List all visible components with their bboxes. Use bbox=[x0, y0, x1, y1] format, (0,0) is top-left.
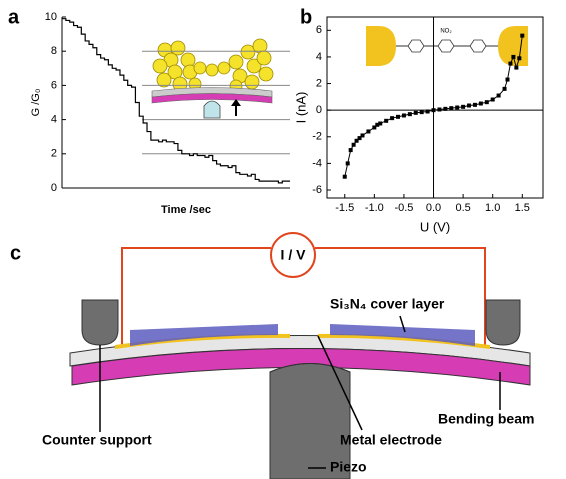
x-tick-label: 0.5 bbox=[455, 202, 470, 214]
data-point bbox=[361, 133, 365, 137]
x-tick-label: -0.5 bbox=[394, 202, 413, 214]
data-point bbox=[378, 121, 382, 125]
data-point bbox=[343, 175, 347, 179]
meter-label: I / V bbox=[281, 247, 307, 263]
x-tick-label: -1.0 bbox=[365, 202, 384, 214]
data-point bbox=[497, 94, 501, 98]
y-tick-label: 2 bbox=[316, 77, 322, 89]
inset-annotation: NO₂ bbox=[440, 29, 452, 35]
panel-label: c bbox=[10, 242, 21, 264]
x-tick-label: 1.5 bbox=[515, 202, 530, 214]
data-point bbox=[485, 100, 489, 104]
data-point bbox=[384, 119, 388, 123]
data-point bbox=[349, 148, 353, 152]
data-point bbox=[514, 66, 518, 70]
data-point bbox=[366, 129, 370, 133]
data-point bbox=[473, 103, 477, 107]
data-point bbox=[426, 109, 430, 113]
counter-support-label: Counter support bbox=[42, 432, 152, 448]
data-point bbox=[408, 112, 412, 116]
y-tick-label: 4 bbox=[51, 114, 57, 126]
data-point bbox=[505, 78, 509, 82]
x-tick-label: 0.0 bbox=[426, 202, 441, 214]
data-point bbox=[402, 113, 406, 117]
x-axis-label: Time /sec bbox=[161, 204, 211, 216]
metal-electrode-label: Metal electrode bbox=[340, 432, 442, 448]
data-point bbox=[443, 107, 447, 111]
data-point bbox=[503, 87, 507, 91]
piezo-label: Piezo bbox=[330, 459, 367, 475]
data-point bbox=[352, 143, 356, 147]
y-tick-label: 2 bbox=[51, 148, 57, 160]
setup-diagram: I / V Si₃N₄ cover layer Counter support … bbox=[42, 233, 534, 479]
y-tick-label: 0 bbox=[51, 182, 57, 194]
data-point bbox=[461, 105, 465, 109]
data-point bbox=[449, 106, 453, 110]
data-point bbox=[420, 110, 424, 114]
y-axis-label: G /G₀ bbox=[30, 89, 42, 117]
y-tick-label: -6 bbox=[312, 184, 322, 196]
y-tick-label: 0 bbox=[316, 104, 322, 116]
data-point bbox=[396, 115, 400, 119]
panel-label: a bbox=[8, 6, 20, 28]
data-point bbox=[520, 34, 524, 38]
data-point bbox=[437, 107, 441, 111]
data-point bbox=[455, 106, 459, 110]
data-point bbox=[390, 116, 394, 120]
figure: a b c I / V bbox=[0, 0, 566, 479]
data-point bbox=[346, 161, 350, 165]
panel-label: b bbox=[300, 6, 312, 28]
y-tick-label: 6 bbox=[51, 79, 57, 91]
x-axis-label: U (V) bbox=[420, 219, 450, 234]
y-axis-label: I (nA) bbox=[293, 92, 308, 124]
data-point bbox=[508, 62, 512, 66]
data-point bbox=[517, 56, 521, 60]
data-point bbox=[432, 108, 436, 112]
y-tick-label: 4 bbox=[316, 51, 322, 63]
y-tick-label: 10 bbox=[45, 11, 57, 23]
data-point bbox=[479, 102, 483, 106]
bending-beam-label: Bending beam bbox=[438, 411, 534, 427]
data-point bbox=[491, 98, 495, 102]
cover-layer-label: Si₃N₄ cover layer bbox=[330, 296, 445, 312]
molecule-inset: NO₂ bbox=[366, 26, 528, 66]
y-tick-label: 6 bbox=[316, 24, 322, 36]
data-point bbox=[467, 104, 471, 108]
data-point bbox=[414, 111, 418, 115]
data-point bbox=[511, 55, 515, 59]
x-tick-label: -1.5 bbox=[335, 202, 354, 214]
y-tick-label: -4 bbox=[312, 157, 322, 169]
y-tick-label: -2 bbox=[312, 131, 322, 143]
x-tick-label: 1.0 bbox=[485, 202, 500, 214]
y-tick-label: 8 bbox=[51, 45, 57, 57]
